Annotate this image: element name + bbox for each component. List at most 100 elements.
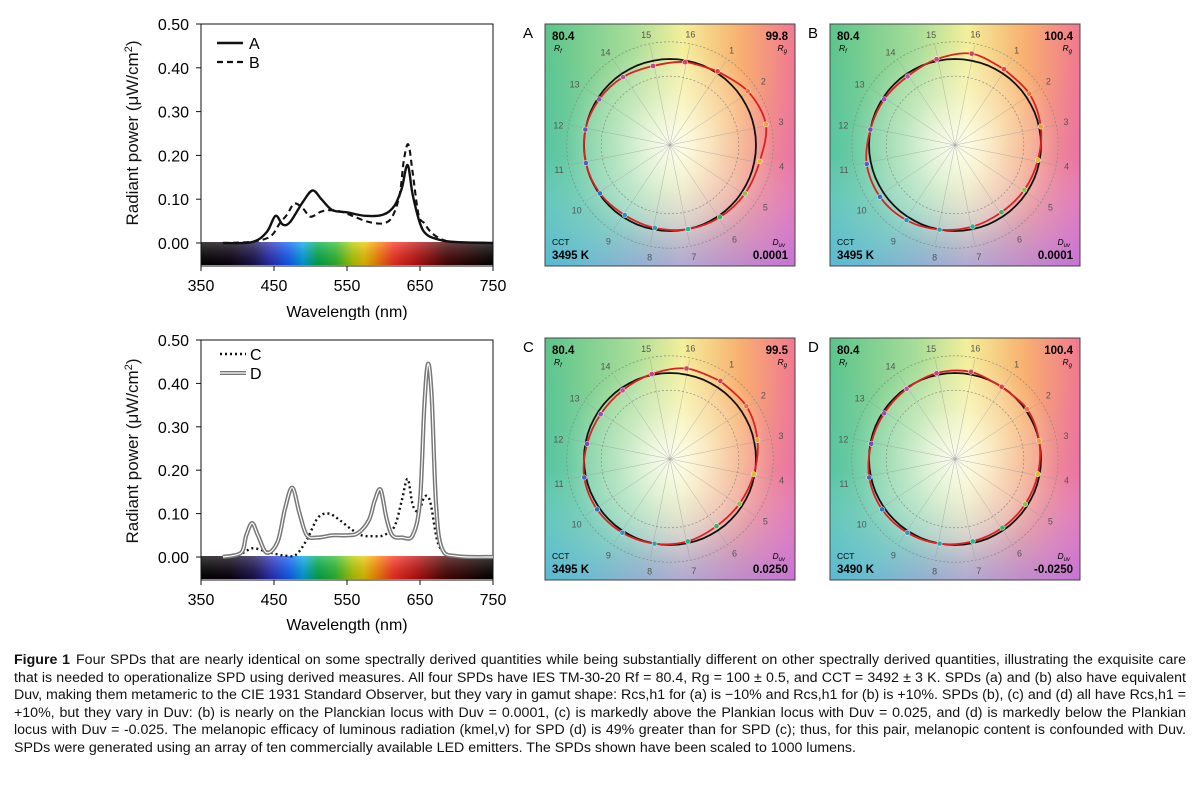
cct-value: 3495 K <box>552 564 590 576</box>
hue-bin-label: 12 <box>553 435 563 445</box>
y-tick-label: 0.40 <box>158 376 189 393</box>
panel-letter: B <box>808 25 818 42</box>
hue-bin-label: 10 <box>572 206 582 216</box>
hue-arrow-marker <box>713 523 720 530</box>
hue-arrow-marker <box>742 190 748 197</box>
y-tick-label: 0.00 <box>158 236 189 253</box>
x-axis-label: Wavelength (nm) <box>286 304 407 320</box>
hue-bin-label: 5 <box>763 517 768 527</box>
x-tick-label: 550 <box>334 278 361 295</box>
hue-arrow-marker <box>879 506 885 513</box>
y-tick-label: 0.10 <box>158 192 189 209</box>
hue-arrow-marker <box>620 74 626 80</box>
hue-bin-label: 11 <box>554 165 563 175</box>
hue-arrow-marker <box>968 369 974 375</box>
hue-arrow-marker <box>1036 438 1042 444</box>
rf-value: 80.4 <box>837 345 860 357</box>
y-tick-label: 0.00 <box>158 550 189 567</box>
duv-value: 0.0001 <box>753 250 789 262</box>
hue-arrow-marker <box>685 226 691 232</box>
hue-bin-label: 7 <box>976 566 981 576</box>
x-tick-label: 450 <box>261 592 288 609</box>
cct-label: CCT <box>837 237 854 247</box>
svg-text:Radiant power (μW/cm2): Radiant power (μW/cm2) <box>123 40 142 225</box>
hue-bin-label: 5 <box>1048 203 1053 213</box>
hue-arrow-marker <box>867 126 874 133</box>
legend: A B <box>217 36 260 72</box>
hue-bin-label: 9 <box>606 550 611 560</box>
hue-arrow-marker <box>754 437 761 444</box>
hue-bin-label: 16 <box>685 343 695 353</box>
hue-arrow-marker <box>881 410 888 417</box>
y-axis-label: Radiant power (μW/cm2) <box>123 358 142 543</box>
hue-bin-label: 12 <box>838 435 848 445</box>
hue-bin-label: 4 <box>1064 475 1069 485</box>
hue-arrow-marker <box>969 223 976 230</box>
hue-arrow-marker <box>969 538 976 545</box>
hue-bin-label: 7 <box>976 252 981 262</box>
legend-label-d: D <box>250 366 262 383</box>
duv-value: -0.0250 <box>1034 564 1073 576</box>
x-tick-label: 550 <box>334 592 361 609</box>
rg-label: Rg <box>1063 43 1073 55</box>
series-line-inner <box>222 363 494 558</box>
hue-arrow-marker <box>621 212 628 218</box>
hue-bin-label: 1 <box>729 46 734 56</box>
hue-arrow-marker <box>584 441 590 447</box>
hue-bin-label: 6 <box>1017 234 1022 244</box>
rf-label: Rf <box>839 43 848 55</box>
rg-label: Rg <box>778 357 788 369</box>
hue-bin-label: 3 <box>778 117 783 127</box>
series-line-a <box>222 163 494 245</box>
hue-bin-label: 2 <box>1046 390 1051 400</box>
rg-label: Rg <box>778 43 788 55</box>
hue-bin-label: 13 <box>570 79 580 89</box>
rf-value: 80.4 <box>552 31 575 43</box>
panel-letter: C <box>523 339 534 356</box>
y-tick-label: 0.30 <box>158 105 189 122</box>
hue-bin-label: 16 <box>685 29 695 39</box>
x-tick-label: 350 <box>188 278 215 295</box>
hue-bin-label: 16 <box>970 343 980 353</box>
hue-bin-label: 6 <box>732 548 737 558</box>
y-tick-label: 0.20 <box>158 148 189 165</box>
hue-bin-label: 7 <box>691 252 696 262</box>
hue-arrow-marker <box>903 217 910 223</box>
rf-label: Rf <box>839 357 848 369</box>
cct-value: 3495 K <box>552 250 590 262</box>
hue-bin-label: 14 <box>600 48 610 58</box>
hue-arrow-marker <box>652 225 658 231</box>
hue-bin-label: 15 <box>926 344 936 354</box>
duv-value: 0.0001 <box>1038 250 1074 262</box>
hue-bin-label: 2 <box>1046 76 1051 86</box>
y-tick-label: 0.50 <box>158 333 189 350</box>
hue-arrow-marker <box>594 506 600 513</box>
hue-bin-label: 8 <box>647 253 652 263</box>
hue-arrow-marker <box>999 524 1006 531</box>
hue-arrow-marker <box>619 529 626 536</box>
y-tick-label: 0.30 <box>158 420 189 437</box>
rf-value: 80.4 <box>837 31 860 43</box>
duv-label: Duv <box>1058 237 1071 249</box>
hue-arrow-marker <box>1035 471 1041 477</box>
hue-bin-label: 12 <box>553 121 563 131</box>
cct-label: CCT <box>837 551 854 561</box>
hue-arrow-marker <box>1035 157 1041 163</box>
x-tick-label: 450 <box>261 278 288 295</box>
rf-label: Rf <box>554 43 563 55</box>
hue-arrow-marker <box>933 370 940 377</box>
y-tick-label: 0.40 <box>158 61 189 78</box>
hue-arrow-marker <box>998 383 1005 390</box>
hue-arrow-marker <box>904 73 911 80</box>
y-tick-label: 0.10 <box>158 507 189 524</box>
hue-bin-label: 8 <box>932 253 937 263</box>
rg-value: 99.5 <box>766 345 789 357</box>
hue-arrow-marker <box>743 403 750 410</box>
duv-label: Duv <box>1058 551 1071 563</box>
hue-bin-label: 13 <box>570 393 580 403</box>
legend-label-a: A <box>249 36 260 53</box>
